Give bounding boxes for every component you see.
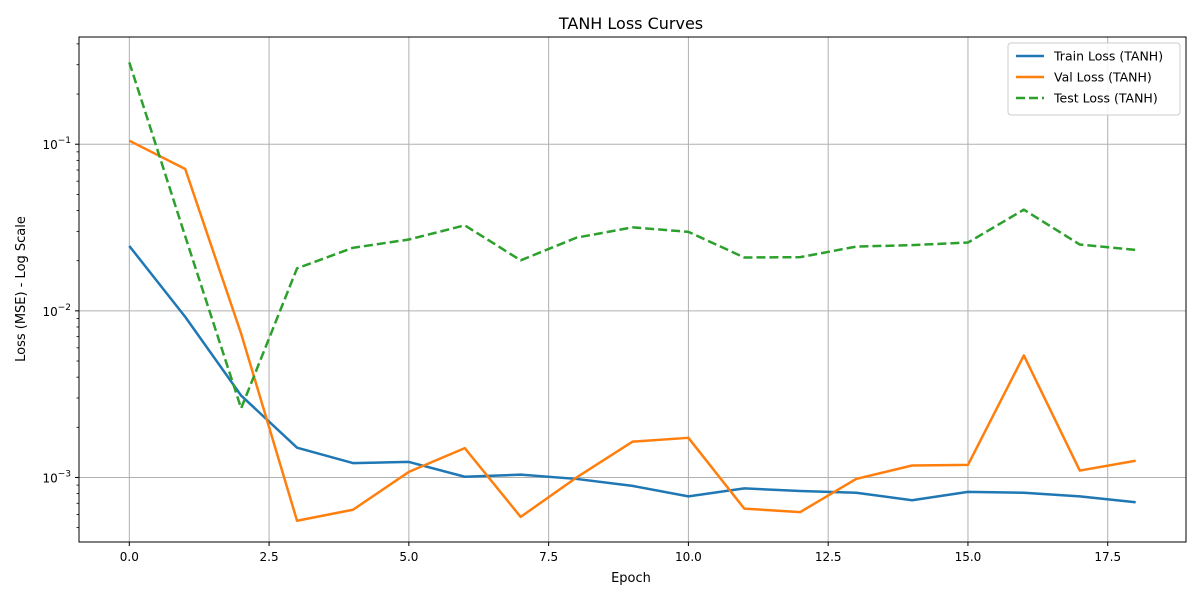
series-lines: [128, 61, 1136, 522]
x-tick-label: 10.0: [675, 550, 702, 564]
x-tick-label: 7.5: [539, 550, 558, 564]
grid: [79, 37, 1186, 542]
chart-title: TANH Loss Curves: [558, 14, 703, 33]
legend: Train Loss (TANH) Val Loss (TANH) Test Los…: [1007, 42, 1181, 116]
series-line: [128, 61, 1136, 410]
legend-label: Train Loss (TANH): [1053, 49, 1163, 64]
x-tick-label: 2.5: [260, 550, 279, 564]
x-tick-label: 17.5: [1094, 550, 1121, 564]
x-tick-label: 5.0: [399, 550, 418, 564]
legend-label: Val Loss (TANH): [1054, 70, 1152, 85]
y-tick-label: 10−1: [42, 136, 71, 152]
y-tick-label: 10−2: [42, 303, 71, 319]
series-line: [128, 139, 1136, 522]
axis-ticks: 0.0 2.5 5.0 7.5 10.0 12.5 15.0 17.5 10−3 10−2 10−1: [42, 43, 1121, 564]
legend-label: Test Loss (TANH): [1053, 91, 1158, 106]
series-line: [128, 245, 1136, 504]
legend-box: [1007, 42, 1181, 116]
x-tick-label: 15.0: [955, 550, 982, 564]
x-axis-label: Epoch: [611, 571, 651, 586]
x-tick-label: 0.0: [120, 550, 139, 564]
plot-frame: [78, 36, 1187, 543]
x-tick-label: 12.5: [815, 550, 842, 564]
y-axis-label: Loss (MSE) - Log Scale: [14, 216, 29, 362]
y-tick-label: 10−3: [42, 469, 71, 485]
